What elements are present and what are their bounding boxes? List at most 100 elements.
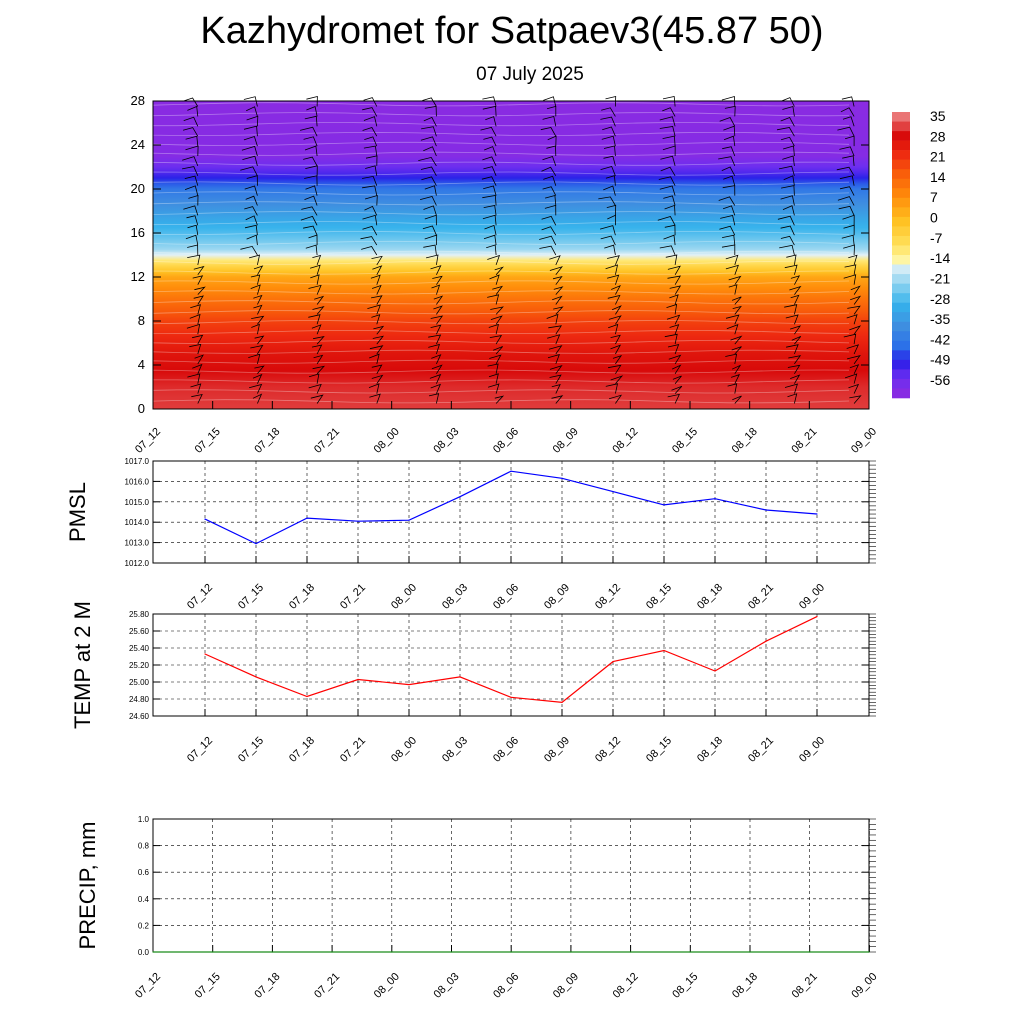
wind-barb: [182, 156, 199, 167]
x-tick-label: 09_00: [797, 582, 827, 612]
x-tick-label: 08_21: [746, 582, 776, 612]
x-tick-label: 08_06: [491, 971, 521, 1001]
x-tick-label: 08_03: [440, 735, 470, 765]
wind-barb: [659, 185, 676, 196]
wind-barb: [494, 266, 504, 276]
data-point: [357, 520, 359, 522]
wind-barb: [189, 343, 202, 355]
contour-line: [152, 369, 850, 374]
wind-barb: [430, 315, 444, 325]
x-tick-label: 07_21: [338, 735, 368, 765]
wind-barb: [722, 205, 736, 216]
wind-barb: [187, 224, 199, 236]
wind-barb: [242, 155, 258, 166]
data-point: [306, 695, 308, 698]
wind-barb: [724, 105, 736, 117]
wind-barb: [547, 135, 557, 147]
wind-barb: [605, 264, 619, 275]
x-tick-label: 08_21: [790, 971, 820, 1001]
wind-barb: [183, 205, 199, 216]
wind-barb: [667, 275, 681, 285]
wind-barb: [725, 254, 739, 266]
colorbar-label: 0: [930, 210, 938, 226]
wind-barb: [659, 245, 676, 256]
y-tick-label: 1014.0: [125, 518, 150, 527]
data-point: [663, 504, 665, 506]
y-tick-label: 1017.0: [125, 457, 150, 466]
wind-barb: [542, 116, 557, 127]
wind-barb: [484, 224, 497, 236]
heatmap-x-tick-label: 08_15: [670, 426, 700, 456]
wind-barb: [610, 344, 622, 355]
wind-barb: [719, 117, 736, 127]
wind-barb: [610, 334, 621, 345]
wind-barb: [548, 325, 563, 335]
wind-barb: [428, 393, 440, 404]
x-tick-label: 07_18: [287, 582, 317, 612]
wind-barb: [304, 195, 318, 206]
wind-barb: [369, 393, 381, 404]
wind-barb: [668, 354, 682, 365]
data-point: [612, 661, 614, 663]
colorbar-box: [892, 264, 910, 275]
x-tick-label: 07_15: [193, 971, 223, 1001]
contour-line: [152, 349, 850, 354]
wind-barb: [360, 236, 378, 246]
wind-barb: [718, 156, 736, 167]
wind-barb: [489, 274, 500, 285]
wind-barb: [372, 335, 385, 345]
x-tick-label: 07_12: [133, 971, 163, 1001]
wind-barb: [544, 194, 557, 206]
wind-barb: [788, 355, 802, 365]
data-point: [868, 951, 870, 953]
wind-barb: [839, 186, 855, 196]
contour-line: [152, 250, 850, 255]
wind-barb: [727, 383, 738, 394]
contour-line: [152, 122, 850, 127]
wind-barb: [185, 135, 199, 147]
chart-subtitle: 07 July 2025: [476, 64, 584, 85]
data-point: [391, 951, 393, 953]
wind-barb: [369, 345, 384, 355]
heatmap-y-tick-label: 24: [131, 137, 145, 152]
wind-barb: [490, 306, 504, 315]
wind-barb: [842, 155, 855, 166]
data-point: [255, 543, 257, 545]
wind-barb: [722, 146, 736, 157]
colorbar-box: [892, 197, 910, 208]
wind-barb: [664, 333, 678, 345]
wind-barb: [489, 354, 502, 365]
wind-barb: [482, 96, 497, 107]
wind-barb: [254, 365, 265, 375]
contour-line: [152, 221, 850, 226]
wind-barb: [241, 145, 258, 157]
wind-barb: [430, 383, 442, 394]
wind-barb: [369, 353, 380, 364]
wind-barb: [487, 383, 500, 394]
wind-barb: [611, 285, 621, 295]
data-point: [459, 496, 461, 498]
wind-barb: [186, 323, 201, 335]
wind-barb: [782, 155, 795, 166]
wind-barb: [784, 383, 799, 394]
wind-barb: [422, 97, 437, 107]
wind-barb: [184, 185, 199, 196]
contour-line: [152, 389, 850, 394]
wind-barb: [484, 146, 497, 157]
wind-barb: [251, 315, 265, 325]
wind-barb: [305, 165, 318, 176]
data-point: [663, 649, 665, 652]
wind-barb: [790, 294, 800, 305]
data-point: [408, 519, 410, 521]
wind-barb: [240, 166, 258, 176]
wind-barb: [363, 97, 378, 107]
wind-barb: [732, 395, 742, 404]
wind-barb: [428, 343, 440, 355]
wind-barb: [837, 196, 855, 206]
x-tick-label: 09_00: [849, 971, 879, 1001]
colorbar-box: [892, 207, 910, 218]
y-axis-label: TEMP at 2 M: [70, 601, 95, 729]
wind-barb: [779, 244, 795, 256]
x-tick-label: 07_21: [338, 582, 368, 612]
wind-barb: [423, 244, 437, 256]
